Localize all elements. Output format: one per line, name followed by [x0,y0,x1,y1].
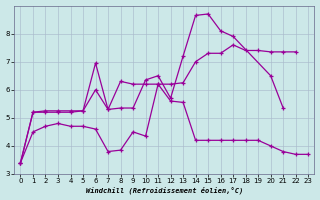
X-axis label: Windchill (Refroidissement éolien,°C): Windchill (Refroidissement éolien,°C) [86,187,243,194]
